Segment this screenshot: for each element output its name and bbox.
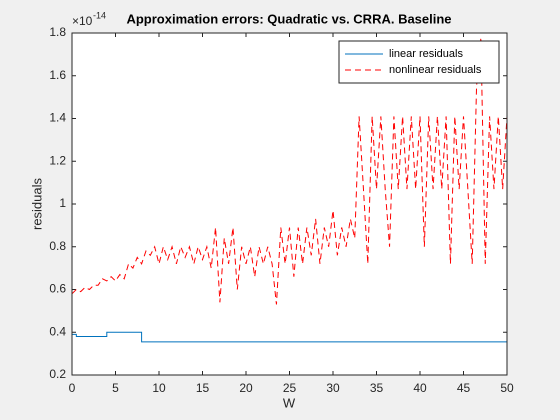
y-tick-label: 1.4 [49, 111, 66, 125]
exponent: -14 [93, 10, 106, 20]
series-line [71, 37, 508, 305]
y-tick-label: 1.2 [49, 153, 66, 167]
x-axis-label: W [283, 395, 296, 410]
y-tick-label: 0.4 [49, 324, 66, 338]
y-tick-label: 0.6 [49, 282, 66, 296]
y-tick-label: 1 [59, 196, 66, 210]
x-tick-label: 35 [370, 381, 384, 395]
y-tick-label: 0.2 [49, 367, 66, 381]
x-tick-label: 40 [413, 381, 427, 395]
x-tick-label: 15 [196, 381, 210, 395]
x-tick-label: 20 [239, 381, 253, 395]
exponent-base: ×10 [72, 14, 93, 28]
axes-box [71, 32, 508, 376]
x-tick-label: 25 [283, 381, 297, 395]
chart-title: Approximation errors: Quadratic vs. CRRA… [126, 11, 451, 26]
plot-area [72, 33, 507, 375]
legend-box [338, 40, 500, 84]
x-tick-label: 10 [152, 381, 166, 395]
series-line [72, 331, 507, 343]
x-tick-label: 0 [69, 381, 76, 395]
x-tick-label: 30 [326, 381, 340, 395]
y-tick-label: 1.6 [49, 68, 66, 82]
y-tick-label: 0.8 [49, 239, 66, 253]
x-tick-label: 45 [457, 381, 471, 395]
y-tick-label: 1.8 [49, 25, 66, 39]
legend-label: linear residuals [389, 48, 463, 60]
legend-label: nonlinear residuals [389, 64, 482, 76]
y-axis-label: residuals [29, 177, 44, 230]
x-tick-label: 50 [500, 381, 514, 395]
x-tick-label: 5 [112, 381, 119, 395]
